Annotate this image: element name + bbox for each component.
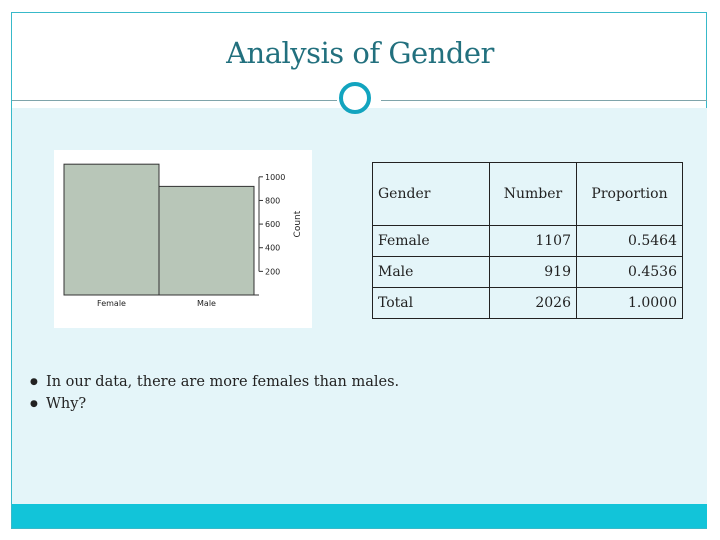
cell-proportion: 0.4536 — [576, 256, 683, 288]
bullet-dot-icon: ● — [30, 377, 38, 387]
y-tick-label: 400 — [265, 244, 280, 253]
bullet-item: ● Why? — [26, 393, 399, 415]
cell-gender: Male — [372, 256, 490, 288]
y-tick-label: 800 — [265, 196, 280, 205]
table-row: Total 2026 1.0000 — [372, 287, 683, 319]
table-row: Male 919 0.4536 — [372, 256, 683, 288]
x-tick-label: Female — [97, 299, 126, 308]
y-tick-label: 200 — [265, 267, 280, 276]
cell-gender: Female — [372, 225, 490, 257]
bullet-text: In our data, there are more females than… — [46, 374, 400, 390]
bar-chart: Female Male 200 400 600 800 1000 Count — [54, 150, 312, 328]
gender-table: Gender Number Proportion Female 1107 0.5… — [372, 162, 683, 319]
title-divider-left — [12, 100, 337, 101]
slide-title: Analysis of Gender — [226, 36, 494, 70]
y-axis-label: Count — [293, 210, 303, 237]
ring-ornament — [339, 82, 371, 114]
cell-number: 2026 — [489, 287, 577, 319]
table-row: Female 1107 0.5464 — [372, 225, 683, 257]
y-tick-label: 600 — [265, 220, 280, 229]
x-tick-label: Male — [197, 299, 216, 308]
title-divider-right — [381, 100, 707, 101]
cell-number: 919 — [489, 256, 577, 288]
cell-number: 1107 — [489, 225, 577, 257]
table-header-row: Gender Number Proportion — [372, 162, 683, 226]
bottom-accent-bar — [12, 504, 707, 528]
header-proportion: Proportion — [576, 162, 683, 226]
cell-proportion: 1.0000 — [576, 287, 683, 319]
bullet-item: ● In our data, there are more females tha… — [26, 371, 399, 393]
bullet-list: ● In our data, there are more females tha… — [26, 371, 399, 415]
header-gender: Gender — [372, 162, 490, 226]
cell-proportion: 0.5464 — [576, 225, 683, 257]
cell-gender: Total — [372, 287, 490, 319]
header-number: Number — [489, 162, 577, 226]
bullet-text: Why? — [46, 396, 87, 412]
y-tick-label: 1000 — [265, 173, 285, 182]
bar-chart-svg: Female Male 200 400 600 800 1000 Count — [63, 163, 303, 308]
bar-male — [158, 185, 255, 296]
bullet-dot-icon: ● — [30, 399, 38, 409]
bar-female — [63, 163, 160, 296]
